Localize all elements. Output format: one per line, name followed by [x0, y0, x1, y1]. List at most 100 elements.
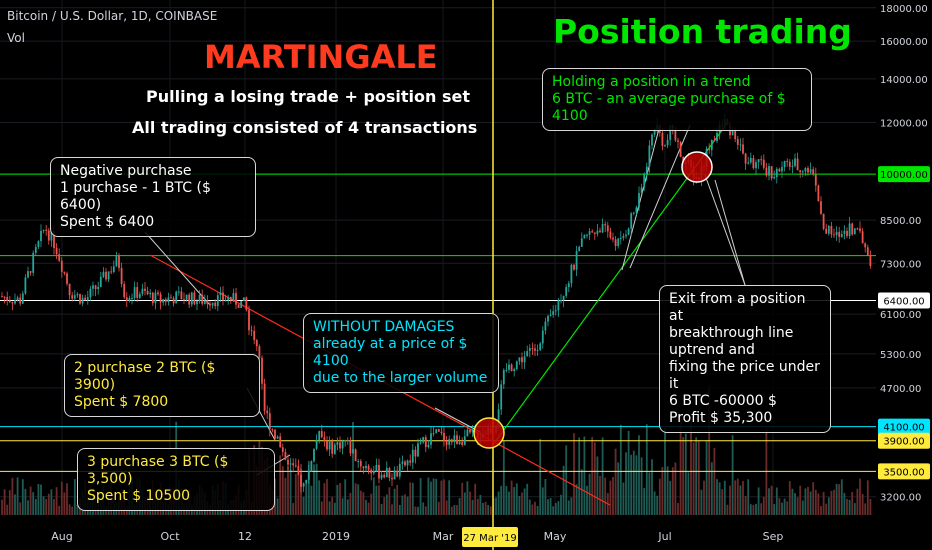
candle-body [833, 234, 835, 236]
candle-body [567, 283, 570, 288]
volume-bar [853, 503, 856, 515]
candle-body [544, 321, 547, 331]
candle-body [307, 470, 310, 480]
volume-bar [757, 487, 760, 515]
candle-body [435, 429, 438, 434]
volume-bar [466, 481, 469, 515]
candle-body [747, 162, 750, 164]
candle-body [632, 212, 635, 214]
candle-body [430, 433, 432, 445]
volume-bar [458, 498, 461, 515]
candle-body [653, 129, 656, 135]
candle-body [604, 224, 607, 226]
candle-body [578, 246, 581, 252]
volume-bar [521, 492, 523, 515]
candle-body [372, 471, 375, 474]
candle-body [505, 369, 508, 371]
volume-bar [307, 460, 310, 515]
candle-body [86, 297, 89, 300]
volume-bar [479, 494, 482, 515]
candle-body [118, 255, 120, 268]
candle-body [266, 410, 269, 414]
candle-body [461, 442, 464, 445]
position-trading-title: Position trading [553, 12, 852, 51]
candle-body [586, 234, 588, 236]
candle-body [250, 330, 253, 332]
volume-bar [518, 495, 521, 515]
volume-bar [287, 466, 289, 515]
candle-body [232, 293, 235, 301]
volume-bar [674, 462, 677, 515]
volume-bar [669, 480, 672, 515]
candle-body [825, 228, 828, 234]
candle-body [170, 297, 172, 299]
candle-body [599, 230, 601, 233]
volume-bar [443, 479, 445, 515]
volume-bar [279, 455, 282, 515]
candle-body [541, 330, 544, 344]
volume-bar [378, 485, 380, 515]
volume-bar [552, 506, 555, 515]
volume-bar [786, 501, 789, 515]
volume-bar [544, 478, 547, 515]
candle-body [398, 463, 401, 477]
volume-bar [614, 448, 617, 515]
candle-body [175, 291, 178, 304]
candle-body [185, 294, 188, 300]
candle-body [617, 238, 620, 247]
candle-body [8, 300, 11, 303]
candle-body [294, 465, 297, 467]
volume-bar [469, 491, 471, 515]
volume-bar [16, 477, 19, 515]
volume-bar [648, 472, 651, 515]
candle-body [32, 252, 35, 273]
volume-bar [58, 505, 61, 515]
volume-bar [762, 496, 765, 515]
candle-body [27, 271, 29, 278]
candle-body [781, 167, 783, 172]
candle-body [393, 470, 396, 480]
candle-body [762, 159, 765, 168]
volume-bar [45, 498, 48, 515]
candle-body [115, 255, 118, 267]
volume-bar [474, 483, 477, 515]
volume-bar [632, 450, 635, 515]
volume-bar [736, 478, 739, 515]
x-tick-label: 12 [238, 530, 252, 543]
candle-body [786, 161, 789, 163]
volume-bar [682, 436, 685, 515]
candle-body [422, 437, 425, 443]
candle-body [401, 461, 404, 464]
candle-body [81, 297, 84, 304]
volume-bar [651, 459, 653, 515]
candle-body [456, 435, 458, 444]
y-tick-label: 12000.00 [880, 119, 928, 130]
volume-bar [760, 503, 763, 515]
candle-body [469, 429, 471, 433]
candle-body [448, 439, 451, 445]
candle-body [625, 234, 627, 237]
candle-body [102, 271, 105, 277]
volume-bar [565, 445, 568, 515]
price-level-badge [878, 166, 930, 183]
candle-body [783, 161, 786, 168]
volume-bar [388, 487, 391, 515]
candle-body [305, 479, 308, 484]
candle-body [827, 225, 830, 234]
subtitle-2: All trading consisted of 4 transactions [132, 118, 478, 137]
candle-body [708, 148, 711, 150]
volume-bar [859, 478, 861, 515]
volume-bar [8, 490, 11, 515]
x-tick-label: Mar [433, 530, 454, 543]
volume-bar [437, 501, 440, 515]
candle-body [666, 139, 669, 146]
volume-bar [567, 500, 570, 515]
candle-body [635, 207, 638, 213]
volume-bar [690, 419, 692, 515]
candle-body [508, 364, 510, 370]
candle-body [120, 267, 123, 284]
candle-body [224, 300, 227, 302]
volume-bar [505, 485, 508, 515]
volume-bar [619, 424, 622, 515]
volume-bar [424, 506, 427, 515]
